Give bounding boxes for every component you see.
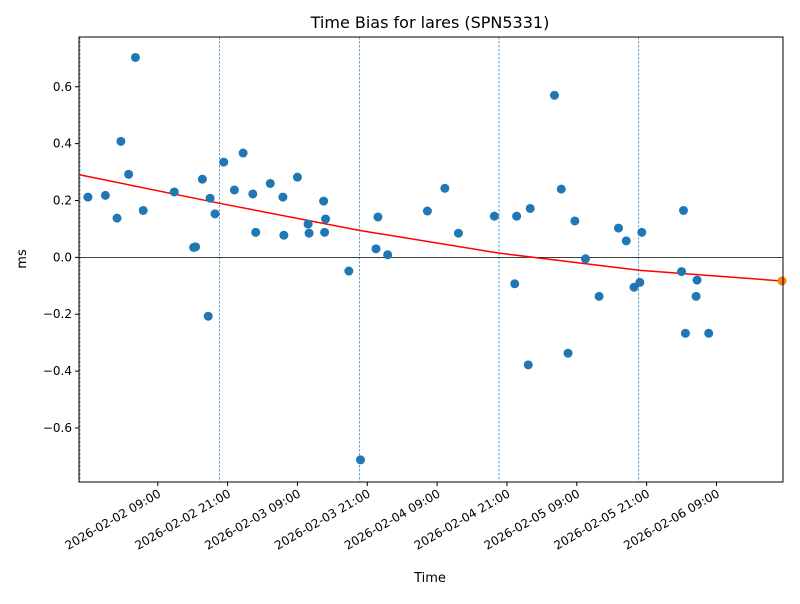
data-point — [138, 205, 148, 215]
data-point — [422, 206, 432, 216]
data-point — [292, 172, 302, 182]
data-point — [279, 230, 289, 240]
data-point — [621, 236, 631, 246]
data-point — [563, 348, 573, 358]
x-axis-label: Time — [413, 571, 446, 586]
data-point — [248, 189, 258, 199]
chart-title: Time Bias for lares (SPN5331) — [310, 13, 550, 32]
data-point — [116, 136, 126, 146]
data-point — [304, 228, 314, 238]
data-point — [112, 213, 122, 223]
y-axis-label: ms — [15, 249, 30, 269]
data-point — [355, 455, 365, 465]
axes-frame — [78, 36, 784, 483]
data-point — [320, 227, 330, 237]
data-point — [219, 157, 229, 167]
data-point — [549, 90, 559, 100]
data-point — [510, 279, 520, 289]
data-point — [319, 196, 329, 206]
data-point — [278, 192, 288, 202]
data-point — [251, 227, 261, 237]
data-point — [637, 227, 647, 237]
data-point — [680, 328, 690, 338]
data-point — [130, 52, 140, 62]
highlighted-data-point — [777, 276, 787, 286]
y-tick-label: 0.2 — [53, 193, 72, 207]
data-point — [210, 209, 220, 219]
data-point — [229, 185, 239, 195]
data-point — [525, 203, 535, 213]
data-point — [453, 228, 463, 238]
data-point — [344, 266, 354, 276]
y-tick-label: −0.4 — [43, 364, 72, 378]
data-point — [303, 219, 313, 229]
data-point — [581, 254, 591, 264]
data-point — [692, 275, 702, 285]
data-point — [556, 184, 566, 194]
data-point — [704, 328, 714, 338]
data-point — [691, 291, 701, 301]
data-point — [124, 169, 134, 179]
data-point — [371, 244, 381, 254]
y-tick-label: 0.0 — [53, 250, 72, 264]
data-point — [523, 360, 533, 370]
data-point — [440, 183, 450, 193]
data-point — [613, 223, 623, 233]
data-point — [203, 311, 213, 321]
data-point — [489, 211, 499, 221]
data-point — [635, 277, 645, 287]
data-point — [169, 187, 179, 197]
data-point — [570, 216, 580, 226]
data-point — [383, 250, 393, 260]
data-point — [238, 148, 248, 158]
y-tick-label: −0.6 — [43, 421, 72, 435]
fit-trend-line — [79, 174, 779, 282]
data-point — [197, 174, 207, 184]
data-point — [265, 178, 275, 188]
y-tick-label: 0.4 — [53, 137, 72, 151]
data-point — [321, 214, 331, 224]
data-point — [83, 192, 93, 202]
data-point — [677, 267, 687, 277]
data-point — [594, 291, 604, 301]
data-point — [100, 190, 110, 200]
y-tick-label: 0.6 — [53, 80, 72, 94]
data-point — [205, 193, 215, 203]
data-point — [678, 205, 688, 215]
data-point — [512, 211, 522, 221]
y-tick-label: −0.2 — [43, 307, 72, 321]
data-point — [373, 212, 383, 222]
data-point — [191, 242, 201, 252]
